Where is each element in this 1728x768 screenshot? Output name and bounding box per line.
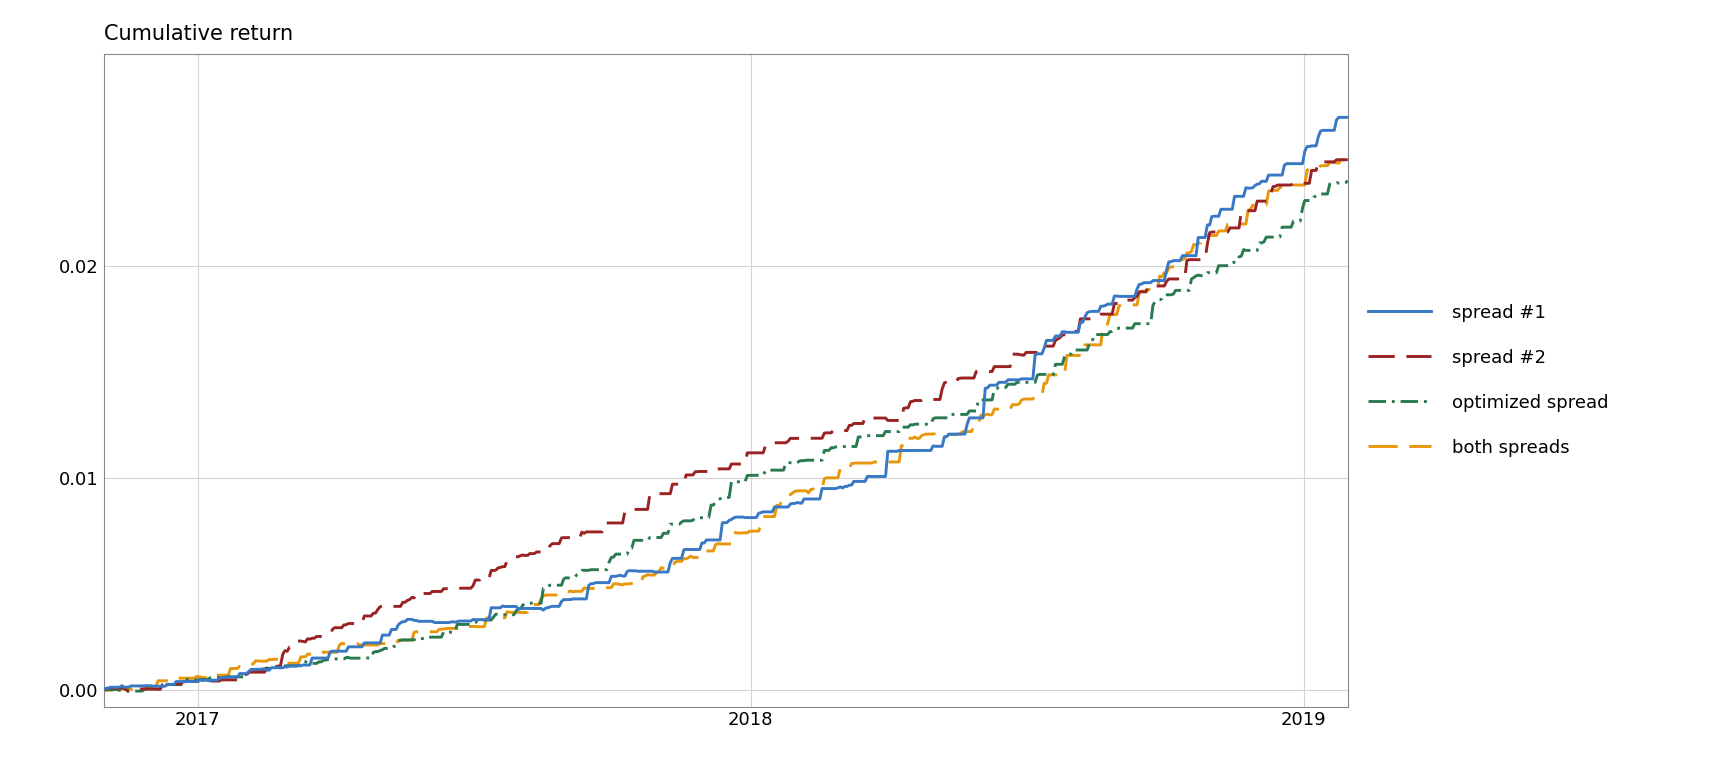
spread #1: [1337, 113, 1358, 122]
Line: spread #1: spread #1: [104, 118, 1348, 690]
both spreads: [187, 672, 207, 681]
spread #1: [183, 677, 204, 687]
both spreads: [574, 584, 594, 593]
spread #1: [93, 685, 114, 694]
spread #2: [662, 479, 683, 488]
optimized spread: [1191, 271, 1211, 280]
both spreads: [93, 685, 114, 694]
optimized spread: [662, 520, 683, 529]
spread #1: [954, 429, 975, 439]
Line: optimized spread: optimized spread: [104, 181, 1348, 691]
spread #2: [93, 685, 114, 694]
both spreads: [1192, 230, 1213, 240]
optimized spread: [93, 685, 114, 694]
optimized spread: [1337, 177, 1358, 186]
Legend: spread #1, spread #2, optimized spread, both spreads: spread #1, spread #2, optimized spread, …: [1360, 296, 1616, 464]
Text: Cumulative return: Cumulative return: [104, 24, 292, 44]
optimized spread: [116, 687, 137, 696]
both spreads: [95, 686, 116, 695]
Line: spread #2: spread #2: [104, 160, 1348, 691]
spread #1: [660, 558, 681, 568]
spread #2: [1337, 155, 1358, 164]
spread #1: [572, 594, 593, 604]
spread #1: [1187, 233, 1208, 242]
spread #2: [187, 677, 207, 686]
optimized spread: [187, 676, 207, 685]
both spreads: [957, 427, 978, 436]
both spreads: [662, 564, 683, 573]
spread #1: [1191, 233, 1211, 242]
spread #2: [1325, 155, 1346, 164]
Line: both spreads: both spreads: [104, 160, 1348, 690]
both spreads: [1331, 155, 1351, 164]
both spreads: [1191, 238, 1211, 247]
spread #2: [1192, 255, 1213, 264]
spread #2: [957, 373, 978, 382]
optimized spread: [957, 410, 978, 419]
spread #2: [574, 528, 594, 538]
optimized spread: [1192, 271, 1213, 280]
spread #1: [1329, 113, 1350, 122]
spread #2: [118, 687, 138, 696]
both spreads: [1337, 155, 1358, 164]
spread #2: [1191, 255, 1211, 264]
optimized spread: [574, 566, 594, 575]
